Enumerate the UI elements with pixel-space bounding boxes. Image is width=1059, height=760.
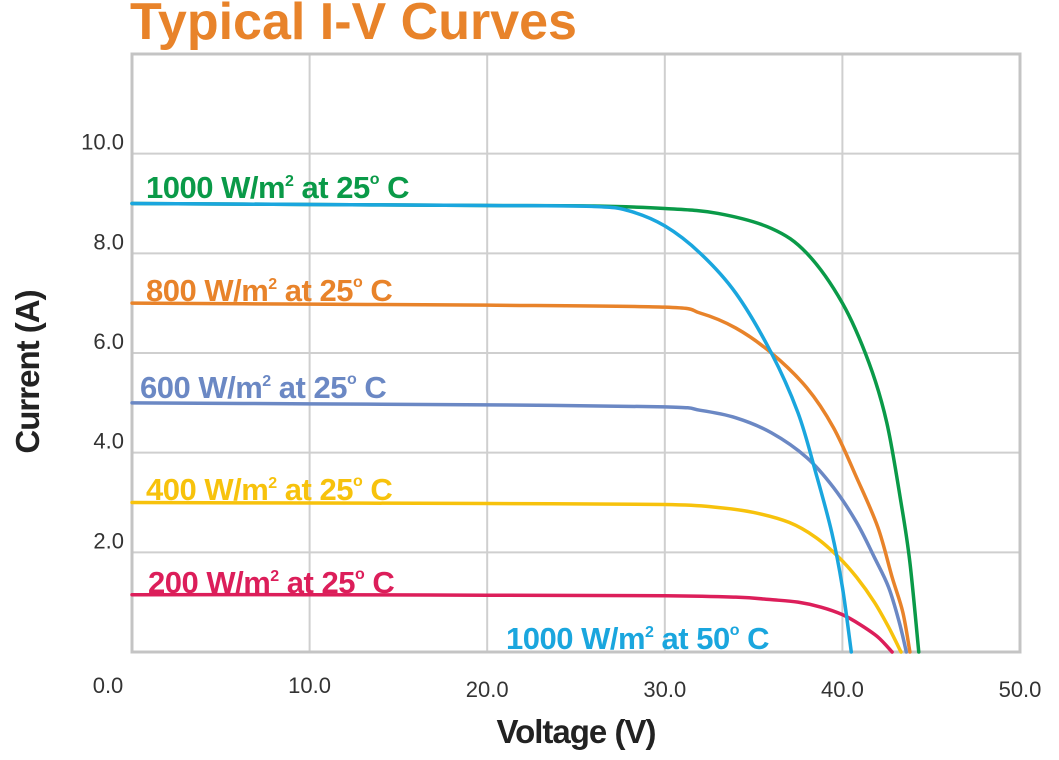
- series-line: [130, 301, 912, 654]
- series-label: 400 W/m2 at 25o C: [146, 472, 392, 507]
- grid: [130, 52, 1022, 654]
- chart-title: Typical I-V Curves: [130, 0, 577, 51]
- series-label: 200 W/m2 at 25o C: [148, 565, 394, 600]
- series-label: 800 W/m2 at 25o C: [146, 273, 392, 308]
- x-tick-label: 20.0: [466, 677, 509, 702]
- y-tick-label: 10.0: [81, 130, 124, 155]
- y-tick-labels: 2.0 4.0 6.0 8.0 10.0: [81, 130, 124, 554]
- series-labels: 1000 W/m2 at 25o C 800 W/m2 at 25o C 600 W…: [140, 170, 770, 656]
- x-tick-label: 10.0: [288, 673, 331, 698]
- series-label: 1000 W/m2 at 25o C: [146, 170, 409, 205]
- y-tick-label: 2.0: [93, 528, 124, 553]
- x-tick-label: 50.0: [999, 677, 1042, 702]
- series-line: [130, 201, 854, 654]
- plot-frame: [130, 52, 1022, 654]
- series-lines: [130, 201, 921, 654]
- series-label: 600 W/m2 at 25o C: [140, 370, 386, 405]
- y-axis-label: Current (A): [9, 290, 46, 453]
- x-tick-label: 0.0: [93, 673, 124, 698]
- y-tick-label: 8.0: [93, 229, 124, 254]
- series-line: [130, 401, 909, 654]
- y-tick-label: 6.0: [93, 329, 124, 354]
- x-axis-label: Voltage (V): [497, 713, 656, 750]
- series-line: [130, 500, 903, 654]
- y-tick-label: 4.0: [93, 429, 124, 454]
- series-line: [130, 592, 894, 654]
- x-tick-label: 40.0: [821, 677, 864, 702]
- series-label: 1000 W/m2 at 50o C: [506, 621, 769, 656]
- x-tick-labels: 0.0 10.0 20.0 30.0 40.0 50.0: [93, 673, 1042, 702]
- x-tick-label: 30.0: [643, 677, 686, 702]
